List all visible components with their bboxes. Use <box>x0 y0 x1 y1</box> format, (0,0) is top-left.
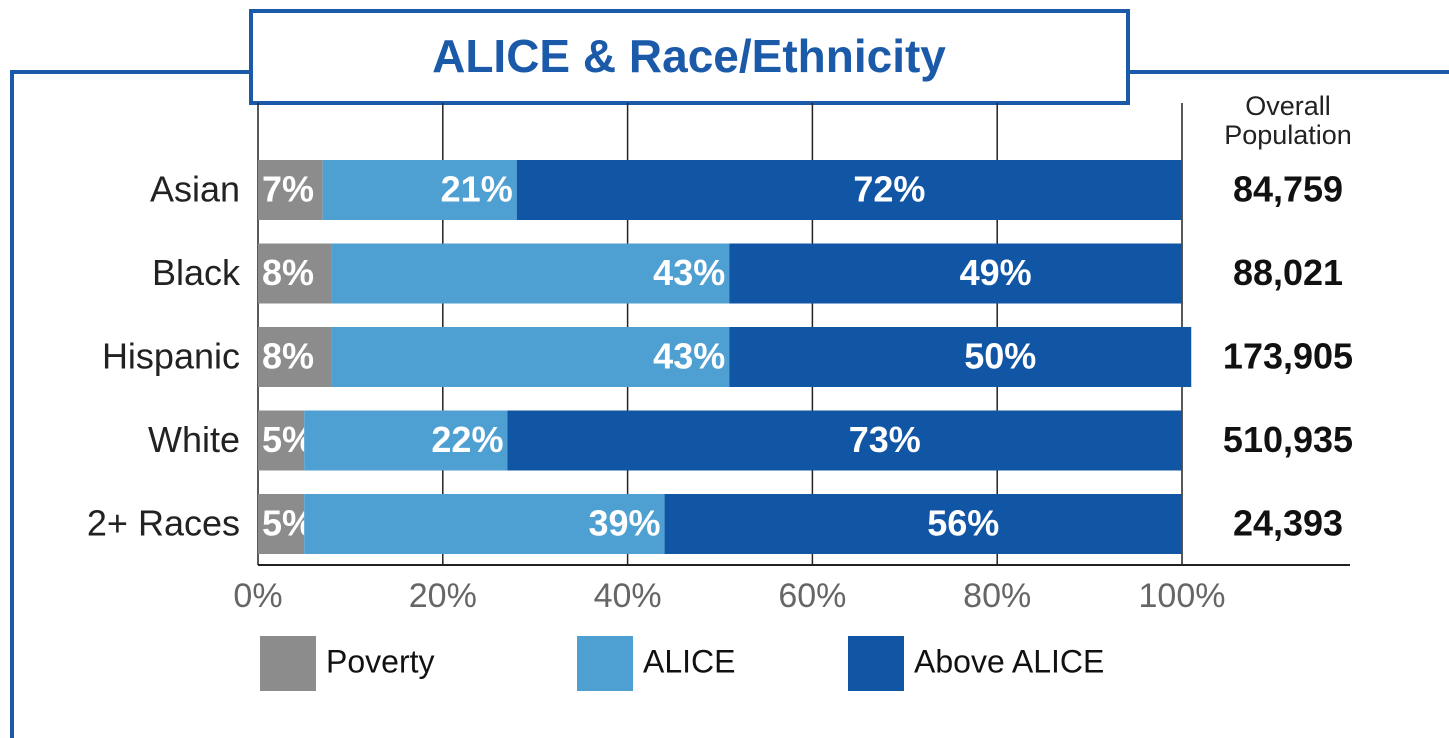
bar-segment <box>331 327 730 387</box>
value-label: 22% <box>431 419 503 460</box>
population-value: 88,021 <box>1233 252 1343 293</box>
bar-segment <box>304 410 508 471</box>
population-value: 84,759 <box>1233 169 1343 210</box>
value-label: 72% <box>853 169 925 210</box>
population-value: 24,393 <box>1233 503 1343 544</box>
population-value: 173,905 <box>1223 336 1353 377</box>
bar-segment <box>258 160 323 220</box>
population-header: Overall Population <box>1224 91 1352 150</box>
value-label: 39% <box>588 503 660 544</box>
value-label: 56% <box>927 503 999 544</box>
y-tick-label: Asian <box>150 169 240 210</box>
bar-segment <box>258 327 332 387</box>
value-label: 49% <box>960 252 1032 293</box>
legend-label: Above ALICE <box>914 643 1104 679</box>
bar-segment <box>729 243 1182 304</box>
legend-label: Poverty <box>326 643 434 679</box>
legend-swatch <box>577 636 633 691</box>
title-box <box>249 9 1130 105</box>
bar-segment <box>507 410 1183 471</box>
value-label: 43% <box>653 336 725 377</box>
bar-segment <box>304 494 665 554</box>
bar-segment <box>258 243 332 304</box>
y-tick-label: White <box>148 419 240 460</box>
bar-segment <box>322 160 517 220</box>
value-label: 21% <box>441 169 513 210</box>
x-tick-label: 0% <box>233 577 282 615</box>
frame <box>10 70 250 738</box>
x-tick-label: 80% <box>963 577 1031 615</box>
x-tick-label: 60% <box>778 577 846 615</box>
legend-swatch <box>848 636 904 691</box>
bar-segment <box>258 410 305 471</box>
x-tick-label: 40% <box>594 577 662 615</box>
chart-title: ALICE & Race/Ethnicity <box>432 30 946 82</box>
bar-segment <box>664 494 1182 554</box>
value-label: 7% <box>262 169 314 210</box>
y-tick-label: Hispanic <box>102 336 240 377</box>
legend-swatch <box>260 636 316 691</box>
population-value: 510,935 <box>1223 419 1353 460</box>
bar-segment <box>516 160 1182 220</box>
bar-segment <box>258 494 305 554</box>
value-label: 43% <box>653 252 725 293</box>
value-label: 73% <box>849 419 921 460</box>
value-label: 8% <box>262 336 314 377</box>
y-tick-label: 2+ Races <box>87 503 240 544</box>
bar-segment <box>331 243 730 304</box>
value-label: 50% <box>964 336 1036 377</box>
x-tick-label: 20% <box>409 577 477 615</box>
y-tick-label: Black <box>152 252 241 293</box>
x-tick-label: 100% <box>1139 577 1226 615</box>
bar-segment <box>729 327 1192 387</box>
value-label: 8% <box>262 252 314 293</box>
legend-label: ALICE <box>643 643 735 679</box>
